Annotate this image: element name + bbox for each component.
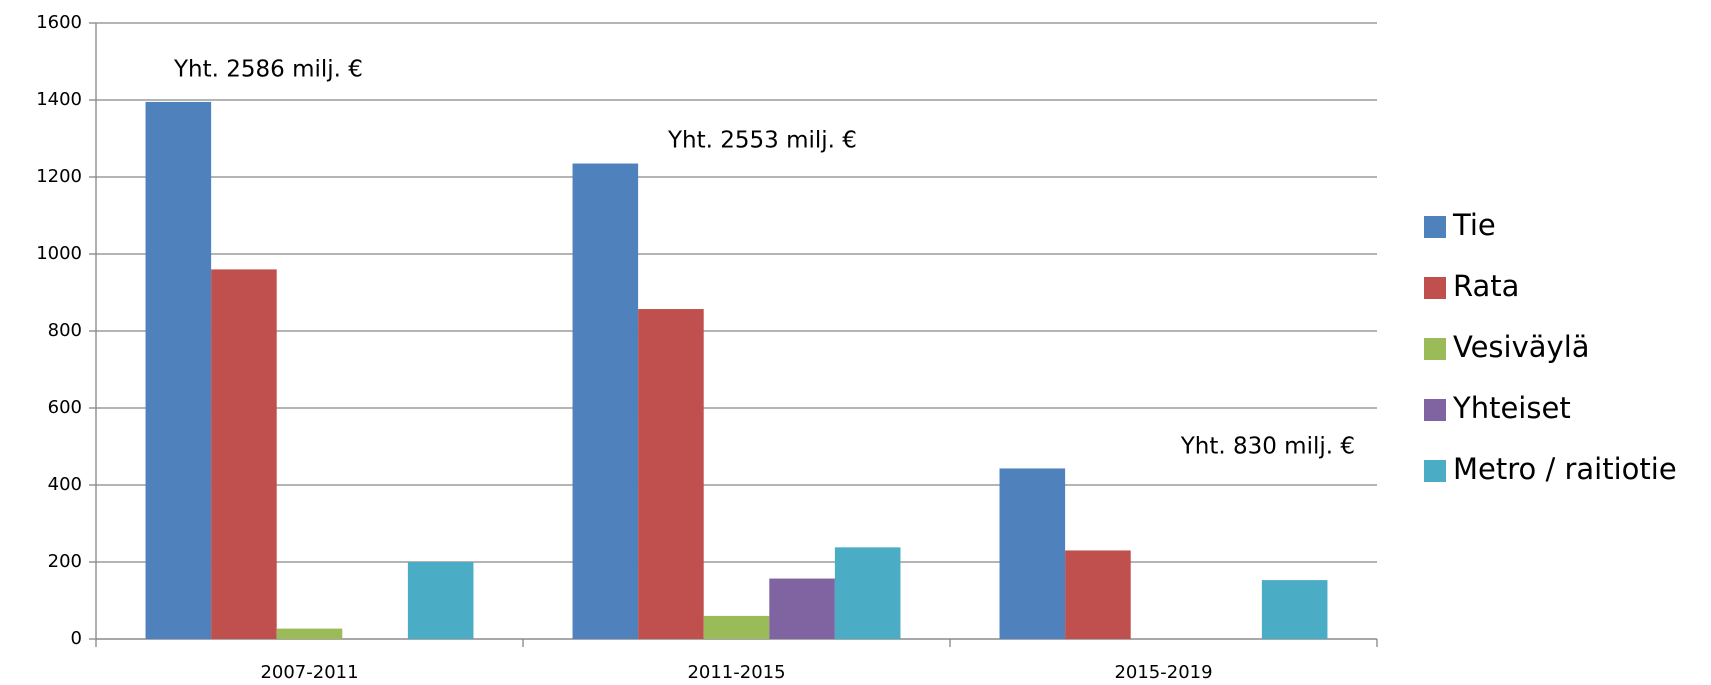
- legend-swatch: [1424, 460, 1446, 482]
- bar: [572, 163, 639, 639]
- bar: [211, 269, 277, 639]
- bar: [145, 101, 212, 640]
- y-tick-label: 1600: [36, 12, 82, 33]
- y-tick-label: 0: [71, 628, 82, 649]
- y-tick-label: 400: [48, 474, 82, 495]
- legend-swatch: [1424, 338, 1446, 360]
- y-tick-label: 600: [48, 397, 82, 418]
- x-tick-label: 2007-2011: [260, 662, 358, 683]
- legend-swatch: [1424, 399, 1446, 421]
- x-tick-label: 2015-2019: [1114, 662, 1212, 683]
- y-tick-label: 1000: [36, 243, 82, 264]
- legend-label: Yhteiset: [1452, 391, 1571, 425]
- legend-label: Tie: [1452, 208, 1496, 242]
- x-tick-label: 2011-2015: [687, 662, 785, 683]
- y-tick-label: 200: [48, 551, 82, 572]
- bar: [276, 628, 343, 639]
- legend-swatch: [1424, 277, 1446, 299]
- bar: [999, 468, 1066, 639]
- legend-label: Vesiväylä: [1453, 330, 1590, 364]
- bar: [769, 578, 835, 639]
- bar: [834, 547, 901, 639]
- legend-swatch: [1424, 216, 1446, 238]
- annotation: Yht. 2586 milj. €: [173, 57, 363, 83]
- annotation: Yht. 2553 milj. €: [667, 128, 857, 154]
- annotation: Yht. 830 milj. €: [1180, 434, 1355, 460]
- bar: [1261, 580, 1328, 639]
- bar: [1065, 550, 1131, 639]
- bar: [703, 615, 770, 639]
- bar: [407, 562, 474, 639]
- y-tick-label: 1200: [36, 166, 82, 187]
- y-tick-label: 1400: [36, 89, 82, 110]
- bar: [638, 309, 704, 639]
- legend-label: Rata: [1453, 269, 1519, 303]
- y-tick-label: 800: [48, 320, 82, 341]
- legend-label: Metro / raitiotie: [1453, 452, 1677, 486]
